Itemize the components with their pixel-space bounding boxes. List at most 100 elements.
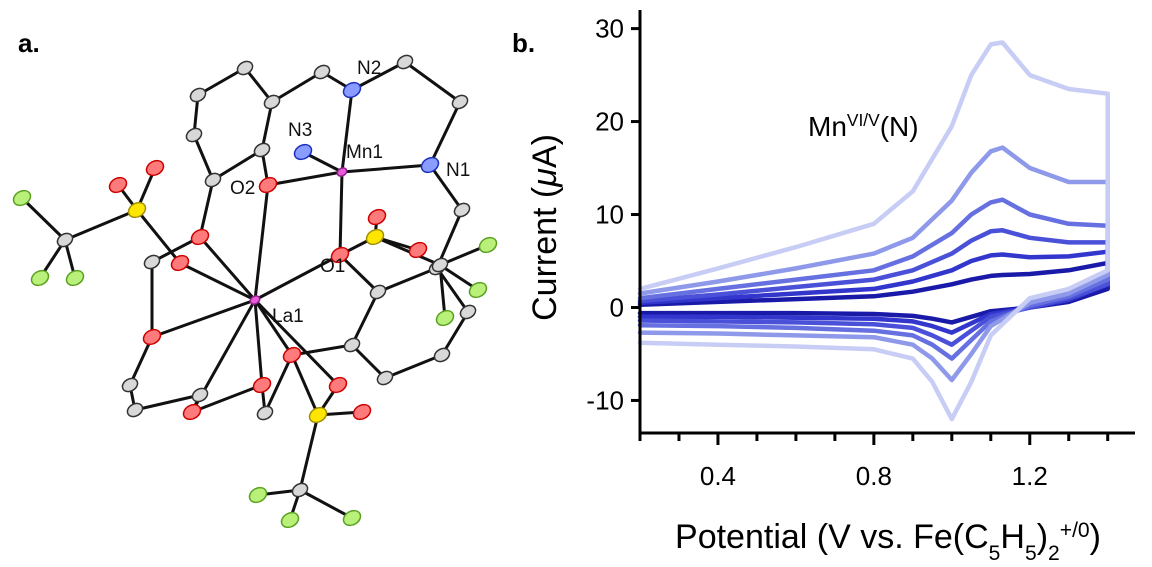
- atom: [459, 304, 477, 320]
- text-part: ): [1037, 518, 1048, 556]
- atom: [420, 156, 440, 174]
- atom: [342, 81, 362, 99]
- bond: [151, 298, 256, 339]
- atom: [293, 143, 313, 161]
- bond: [198, 179, 215, 238]
- text-part: ): [1090, 518, 1101, 556]
- atom: [258, 176, 278, 194]
- bond: [253, 299, 264, 386]
- bond: [253, 184, 270, 301]
- bond: [428, 164, 464, 211]
- molecule-structure: a. N2 N3 Mn1 N1 O2 O1 La1: [12, 28, 498, 529]
- panel-label: a.: [18, 28, 40, 58]
- bond: [290, 354, 320, 416]
- bond: [338, 171, 344, 256]
- text-part: 5: [989, 542, 1001, 563]
- bond: [267, 170, 343, 187]
- atom: [280, 511, 300, 529]
- atom: [127, 201, 147, 219]
- atom: [376, 370, 394, 386]
- bond: [243, 67, 274, 103]
- cv-chart: b. -10 0 10 20 30 0.4 0.8 1.2 Potential (V vs. Fe…: [512, 10, 1135, 565]
- atom: [396, 54, 414, 70]
- bond: [350, 291, 380, 346]
- bond: [135, 209, 182, 264]
- bond: [192, 134, 215, 181]
- atom: [433, 347, 451, 363]
- y-tick-label: 0: [610, 292, 624, 322]
- atom: [252, 376, 272, 394]
- atom: [170, 254, 190, 272]
- bond: [212, 148, 263, 182]
- atom: [330, 246, 350, 264]
- bond: [20, 196, 67, 242]
- x-tick-label: 1.2: [1012, 461, 1048, 491]
- atom: [126, 402, 144, 418]
- atom: [248, 486, 268, 504]
- bond: [384, 353, 443, 380]
- atom: [190, 228, 210, 246]
- bond: [263, 354, 294, 414]
- atom: [145, 159, 165, 177]
- atom-label: La1: [272, 306, 304, 327]
- text-part: H: [1000, 518, 1025, 556]
- bond: [351, 60, 406, 92]
- bond: [198, 236, 257, 301]
- atom-label: N2: [357, 58, 381, 79]
- bond: [191, 383, 263, 414]
- annotation: MnVI/V(N): [808, 110, 919, 142]
- bond: [253, 298, 340, 387]
- bond: [271, 70, 323, 104]
- text-part: (N): [880, 111, 919, 142]
- bond: [254, 253, 341, 302]
- atom: [291, 482, 309, 498]
- panel-label: b.: [512, 28, 535, 58]
- text-part: +/0: [1060, 519, 1090, 542]
- y-tick-label: 10: [595, 200, 624, 230]
- x-tick-label: 0.8: [856, 461, 892, 491]
- atom: [30, 269, 50, 287]
- bond: [338, 253, 380, 294]
- bond: [197, 66, 246, 97]
- atom: [468, 281, 488, 299]
- atom: [431, 257, 449, 273]
- atom: [282, 346, 302, 364]
- bond: [179, 261, 256, 302]
- atom: [108, 176, 128, 194]
- bond: [438, 264, 447, 319]
- atom: [56, 232, 74, 248]
- atom: [435, 309, 455, 327]
- y-tick-label: -10: [586, 385, 624, 415]
- atom: [204, 172, 222, 188]
- atom: [343, 337, 361, 353]
- atom: [65, 269, 85, 287]
- atom: [142, 328, 162, 346]
- bond: [64, 208, 138, 242]
- atom: [369, 284, 387, 300]
- bond: [128, 336, 154, 386]
- atom-label: N3: [288, 120, 312, 141]
- atom: [253, 142, 271, 158]
- atom: [236, 60, 254, 76]
- atom-label: O1: [320, 256, 345, 277]
- text-part: Mn: [808, 111, 847, 142]
- atom: [189, 87, 207, 103]
- text-part: μ: [526, 168, 564, 188]
- bond: [340, 89, 354, 173]
- atom: [182, 403, 202, 421]
- text-part: Current (: [526, 186, 564, 321]
- text-part: 2: [1048, 542, 1060, 563]
- atom: [263, 94, 281, 110]
- atom: [249, 295, 261, 305]
- text-part: 5: [1025, 542, 1037, 563]
- x-axis-label: Potential (V vs. Fe(C5H5)2+/0): [675, 518, 1101, 562]
- text-part: Potential (V vs. Fe(C: [675, 518, 989, 556]
- bond: [428, 101, 462, 166]
- bond: [341, 163, 431, 174]
- atom: [336, 167, 348, 177]
- atom: [342, 509, 362, 527]
- atom: [12, 189, 32, 207]
- bond: [298, 414, 320, 491]
